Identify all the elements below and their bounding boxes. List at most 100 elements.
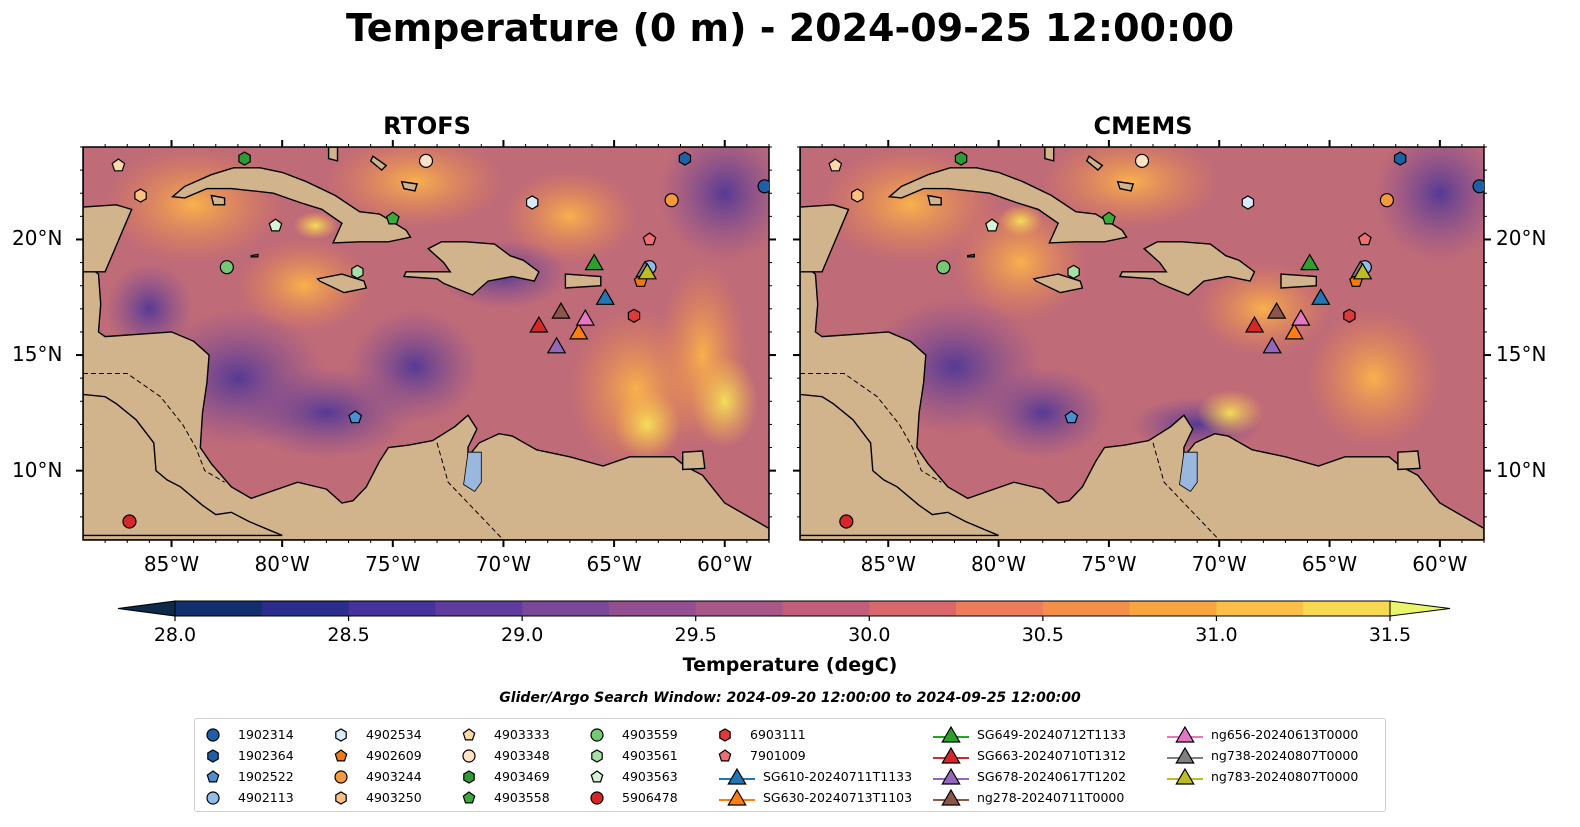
- legend: 1902314 1902364 1902522 4902113 4902534 49026…: [194, 718, 1386, 812]
- colorbar-label: Temperature (degC): [682, 654, 898, 676]
- pentagon-marker-icon: [718, 749, 732, 762]
- legend-label: 4903558: [494, 790, 550, 805]
- legend-marker: [334, 770, 348, 784]
- obs-5906478: [839, 514, 854, 529]
- obs-1902364: [678, 151, 692, 166]
- land-trinidad: [682, 450, 706, 471]
- land-caymans: [967, 253, 975, 258]
- land-trinidad: [1397, 450, 1421, 471]
- obs-4903558: [385, 211, 400, 225]
- obs-1902522: [348, 410, 363, 424]
- land-jamaica: [1032, 273, 1084, 294]
- pentagon-marker-icon: [334, 749, 348, 762]
- obs-SG630-20240713T1103: [1284, 322, 1304, 340]
- land-bahamas3: [1116, 180, 1135, 192]
- hexagon-marker-icon: [335, 728, 347, 742]
- legend-label: 4903250: [366, 790, 422, 805]
- legend-marker: [1175, 746, 1195, 764]
- lat-tick-label: 15°N: [1496, 342, 1547, 367]
- legend-label: 5906478: [622, 790, 678, 805]
- legend-label: 4903333: [494, 727, 550, 742]
- obs-7901009: [1357, 232, 1372, 246]
- circle-marker-icon: [590, 728, 604, 742]
- legend-label: ng738-20240807T0000: [1211, 748, 1359, 763]
- obs-ng656-20240613T0000: [575, 308, 596, 326]
- obs-SG678-20240617T1202: [546, 336, 567, 354]
- obs-4903558: [1101, 211, 1116, 225]
- legend-label: 4903469: [494, 769, 550, 784]
- legend-marker: [206, 791, 220, 805]
- legend-marker: [1175, 725, 1195, 743]
- obs-4903250: [851, 188, 864, 203]
- obs-5906478: [122, 514, 137, 529]
- obs-ng783-20240807T0000: [637, 262, 658, 280]
- obs-SG649-20240712T1133: [1299, 253, 1320, 271]
- obs-4903559: [219, 260, 234, 275]
- legend-marker: [335, 791, 347, 805]
- lat-tick-label: 20°N: [12, 226, 63, 251]
- obs-ng783-20240807T0000: [1352, 262, 1373, 280]
- lon-tick-label: 65°W: [1301, 552, 1358, 576]
- legend-label: ng278-20240711T0000: [977, 790, 1125, 805]
- figure-title: Temperature (0 m) - 2024-09-25 12:00:00: [345, 6, 1235, 50]
- lon-tick-label: 70°W: [1191, 552, 1247, 576]
- legend-marker: [462, 749, 476, 763]
- obs-ng278-20240711T0000: [551, 301, 571, 319]
- lat-tick-label: 10°N: [1496, 457, 1547, 482]
- legend-label: 6903111: [750, 727, 806, 742]
- hexagon-marker-icon: [463, 770, 475, 784]
- obs-4903244: [664, 193, 679, 208]
- lon-tick-label: 75°W: [365, 552, 421, 576]
- legend-label: 4903348: [494, 748, 550, 763]
- obs-SG663-20240710T1312: [1244, 315, 1265, 333]
- lat-tick-label: 15°N: [12, 342, 63, 367]
- colorbar-tick: 30.0: [848, 624, 891, 646]
- obs-4903469: [238, 151, 251, 166]
- legend-label: ng656-20240613T0000: [1211, 727, 1359, 742]
- panel-title-rtofs: RTOFS: [383, 112, 471, 140]
- land-hispaniola: [402, 241, 540, 296]
- lat-tick-label: 20°N: [1496, 226, 1547, 251]
- legend-marker: [590, 791, 604, 805]
- land-yucatanTop: [83, 147, 133, 273]
- colorbar-tick: 28.0: [153, 624, 197, 646]
- circle-marker-icon: [206, 728, 220, 742]
- lake-maracaibo: [463, 451, 482, 493]
- legend-marker: [206, 770, 220, 783]
- land-bahamas2: [369, 155, 388, 172]
- obs-4903563: [985, 218, 999, 232]
- colorbar-tick: 29.5: [674, 624, 717, 646]
- legend-marker: [727, 788, 747, 806]
- legend-label: 7901009: [750, 748, 806, 763]
- obs-4903563: [268, 218, 283, 232]
- obs-4903250: [134, 188, 147, 203]
- lon-tick-label: 85°W: [860, 552, 916, 576]
- obs-4903559: [936, 260, 951, 275]
- land-cuba: [887, 167, 1128, 244]
- legend-label: SG630-20240713T1103: [763, 790, 913, 805]
- legend-label: SG678-20240617T1202: [977, 769, 1127, 784]
- legend-marker: [727, 767, 747, 785]
- triangle-marker-icon: [933, 767, 969, 785]
- land-yucatanTop: [800, 147, 850, 273]
- panel-title-cmems: CMEMS: [1093, 112, 1193, 140]
- lon-tick-label: 65°W: [586, 552, 642, 576]
- legend-label: 4903559: [622, 727, 678, 742]
- obs-4903244: [1379, 193, 1395, 208]
- pentagon-marker-icon: [206, 770, 220, 783]
- lon-tick-label: 60°W: [1412, 552, 1468, 576]
- obs-4903333: [111, 158, 126, 172]
- legend-label: 1902364: [238, 748, 294, 763]
- land-bahamas3: [400, 180, 419, 192]
- obs-4902534: [526, 195, 539, 210]
- map-rtofs: [76, 140, 776, 547]
- colorbar-tick: 31.5: [1368, 624, 1412, 646]
- triangle-marker-icon: [1167, 767, 1203, 785]
- obs-4903348: [1134, 153, 1150, 168]
- legend-label: SG663-20240710T1312: [977, 748, 1127, 763]
- obs-4903561: [1067, 264, 1080, 279]
- hexagon-marker-icon: [719, 728, 731, 742]
- obs-7901009: [642, 232, 657, 246]
